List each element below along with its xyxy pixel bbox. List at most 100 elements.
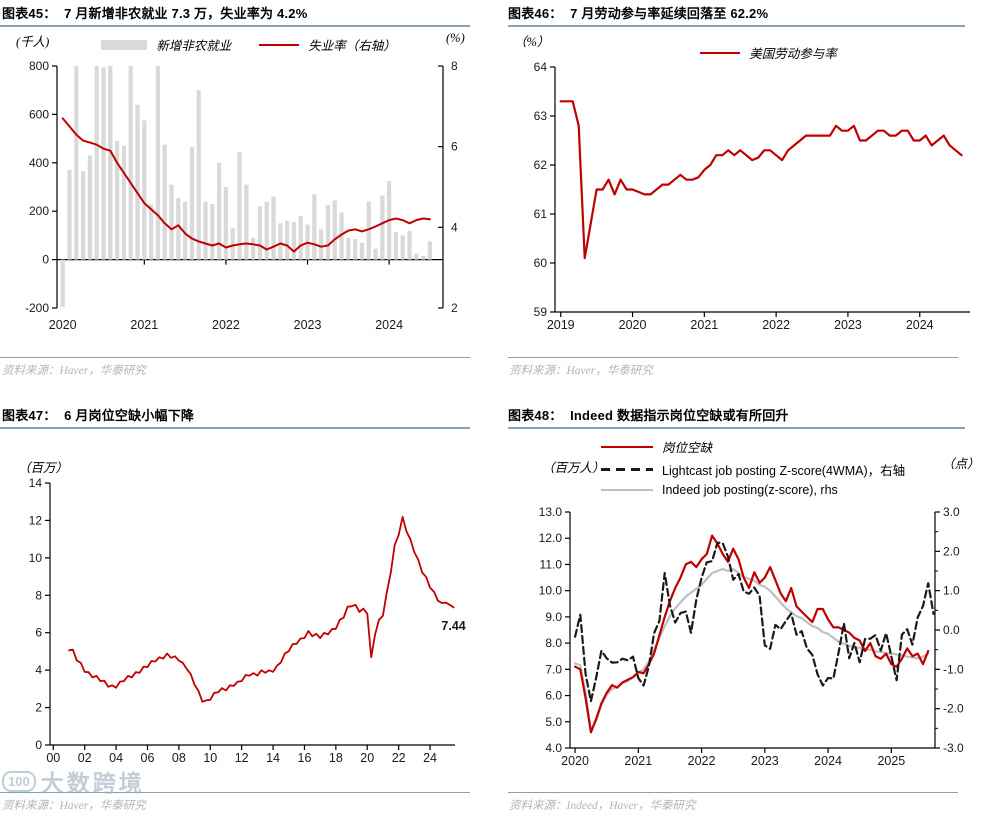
svg-text:10: 10 <box>29 551 43 565</box>
svg-text:1.0: 1.0 <box>943 584 960 598</box>
svg-text:10: 10 <box>203 751 217 765</box>
svg-text:13.0: 13.0 <box>539 505 563 519</box>
svg-text:61: 61 <box>534 207 548 221</box>
svg-text:-3.0: -3.0 <box>943 741 964 755</box>
legend: 岗位空缺 Lightcast job posting Z-score(4WMA)… <box>601 437 905 497</box>
figure-47-panel: 图表47： 6 月岗位空缺小幅下降 （百万） 14 12 10 8 6 4 2 0 00 02 04… <box>0 400 497 816</box>
legend: 新增非农就业 失业率（右轴） <box>0 35 497 54</box>
svg-text:64: 64 <box>534 60 548 74</box>
right-axis-unit: (%) <box>446 31 465 45</box>
legend-label: 新增非农就业 <box>156 39 232 53</box>
svg-text:11.0: 11.0 <box>540 557 563 571</box>
svg-text:4: 4 <box>451 220 458 234</box>
series-line <box>574 541 935 703</box>
figure-48-chart: 13.0 12.0 11.0 10.0 9.0 8.0 7.0 6.0 5.0 4.0 3.0 2.0… <box>498 400 995 816</box>
axes: 13.0 12.0 11.0 10.0 9.0 8.0 7.0 6.0 5.0 4.0 3.0 2.0… <box>539 505 964 768</box>
figure-45-source: 资料来源：Haver，华泰研究 <box>2 365 146 377</box>
svg-text:08: 08 <box>172 751 186 765</box>
svg-text:22: 22 <box>392 751 406 765</box>
right-axis-unit: （点） <box>942 457 980 471</box>
left-axis-unit: （百万） <box>18 461 69 475</box>
gray-line-swatch <box>601 489 653 491</box>
svg-text:14: 14 <box>29 476 43 490</box>
svg-text:2021: 2021 <box>130 318 158 332</box>
axes: 800 600 400 200 0 -200 8 6 4 2 2020 2021 2022 2023 202… <box>25 59 458 332</box>
series-line <box>61 117 431 253</box>
svg-text:-1.0: -1.0 <box>943 662 964 676</box>
svg-text:2021: 2021 <box>624 754 652 768</box>
svg-text:20: 20 <box>360 751 374 765</box>
svg-text:0.0: 0.0 <box>943 623 960 637</box>
svg-text:2: 2 <box>451 301 458 315</box>
left-axis-unit: （%） <box>514 35 550 49</box>
source-rule <box>508 792 958 793</box>
figure-45-title: 图表45： 7 月新增非农就业 7.3 万，失业率为 4.2% <box>2 6 308 21</box>
svg-text:2024: 2024 <box>375 318 403 332</box>
legend-item-lightcast: Lightcast job posting Z-score(4WMA)，右轴 <box>601 460 905 479</box>
svg-text:8.0: 8.0 <box>545 636 562 650</box>
series-bars <box>60 66 433 307</box>
svg-text:2020: 2020 <box>561 754 589 768</box>
legend-item-unemployment: 失业率（右轴） <box>259 35 396 54</box>
data-label: 7.44 <box>441 619 465 633</box>
left-axis-unit: （百万人） <box>542 461 605 475</box>
svg-text:12: 12 <box>235 751 249 765</box>
legend-label: 美国劳动参与率 <box>749 47 837 61</box>
legend-label: Indeed job posting(z-score), rhs <box>662 483 838 497</box>
figure-47-title: 图表47： 6 月岗位空缺小幅下降 <box>2 408 195 423</box>
figure-48-source: 资料来源：Indeed，Haver，华泰研究 <box>509 800 696 812</box>
svg-text:6: 6 <box>451 140 458 154</box>
left-axis-unit: (千人) <box>16 35 50 49</box>
svg-text:2020: 2020 <box>619 318 647 332</box>
title-rule <box>0 427 470 429</box>
dashed-line-swatch <box>601 468 653 471</box>
svg-text:06: 06 <box>141 751 155 765</box>
svg-text:4: 4 <box>35 663 42 677</box>
series-line <box>68 516 455 703</box>
svg-text:12.0: 12.0 <box>539 531 563 545</box>
svg-text:800: 800 <box>29 59 49 73</box>
svg-text:2022: 2022 <box>688 754 716 768</box>
series-line <box>574 534 930 734</box>
figure-46-panel: 图表46： 7 月劳动参与率延续回落至 62.2% （%） 美国劳动参与率 64… <box>498 0 995 400</box>
svg-text:3.0: 3.0 <box>943 505 960 519</box>
svg-text:6: 6 <box>35 626 42 640</box>
svg-text:18: 18 <box>329 751 343 765</box>
svg-text:2021: 2021 <box>690 318 718 332</box>
source-rule <box>0 357 470 358</box>
svg-text:2022: 2022 <box>212 318 240 332</box>
svg-text:2020: 2020 <box>49 318 77 332</box>
figure-48-panel: 图表48： Indeed 数据指示岗位空缺或有所回升 （百万人） （点） 岗位空… <box>498 400 995 816</box>
legend-item-payrolls: 新增非农就业 <box>101 35 231 54</box>
svg-text:600: 600 <box>29 107 49 121</box>
chart-canvas: 13.0 12.0 11.0 10.0 9.0 8.0 7.0 6.0 5.0 4.0 3.0 2.0… <box>539 505 964 768</box>
svg-text:4.0: 4.0 <box>545 741 562 755</box>
svg-text:2024: 2024 <box>906 318 934 332</box>
svg-text:9.0: 9.0 <box>545 610 562 624</box>
svg-text:2024: 2024 <box>814 754 842 768</box>
line-swatch <box>700 51 741 54</box>
chart-canvas: 800 600 400 200 0 -200 8 6 4 2 2020 2021 2022 2023 202… <box>25 59 458 332</box>
svg-text:63: 63 <box>534 109 548 123</box>
watermark-text: 大数跨境 <box>40 771 145 796</box>
legend: 美国劳动参与率 <box>520 43 995 62</box>
svg-text:14: 14 <box>266 751 280 765</box>
series-line <box>559 100 963 260</box>
title-rule <box>0 25 470 27</box>
svg-text:2.0: 2.0 <box>943 544 960 558</box>
source-rule <box>0 792 470 793</box>
svg-text:24: 24 <box>423 751 437 765</box>
legend-label: 失业率（右轴） <box>308 39 396 53</box>
svg-text:62: 62 <box>534 158 548 172</box>
legend-label: 岗位空缺 <box>662 441 713 455</box>
svg-text:7.0: 7.0 <box>545 662 562 676</box>
svg-text:200: 200 <box>29 204 49 218</box>
figure-46-source: 资料来源：Haver，华泰研究 <box>509 365 653 377</box>
figure-45-panel: 图表45： 7 月新增非农就业 7.3 万，失业率为 4.2% (千人) (%)… <box>0 0 497 400</box>
svg-text:8: 8 <box>451 59 458 73</box>
